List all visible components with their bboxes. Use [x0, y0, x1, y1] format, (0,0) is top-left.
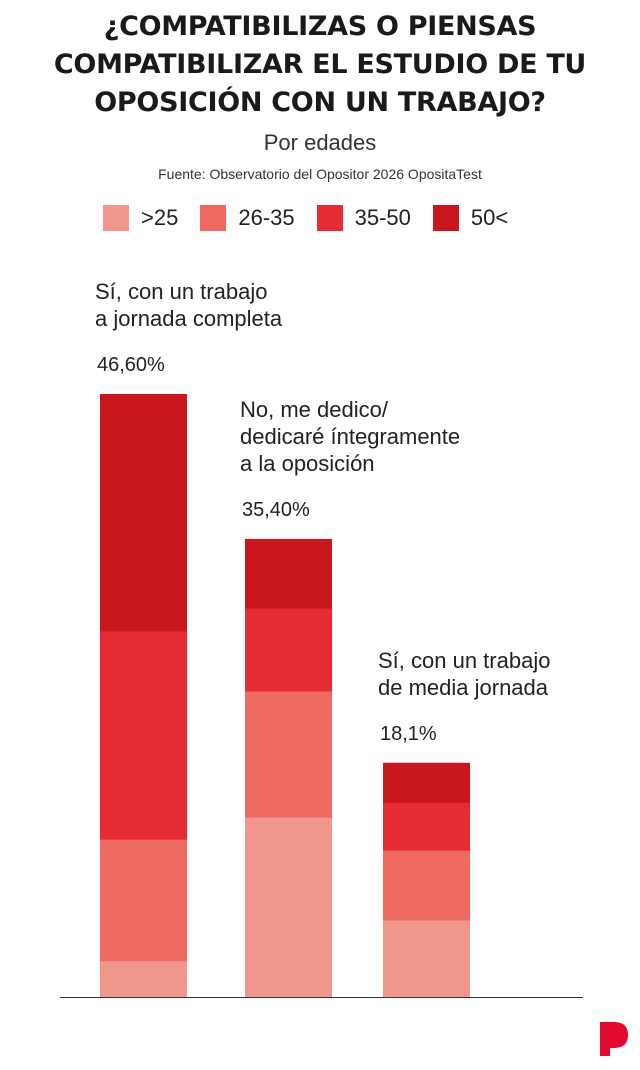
bar-segment: [100, 393, 187, 632]
legend-swatch: [316, 205, 343, 231]
legend-label: 50<: [470, 205, 509, 230]
legend-item: >25: [103, 205, 178, 231]
bar-segment: [100, 960, 187, 998]
chart-title: ¿COMPATIBILIZAS O PIENSAS COMPATIBILIZAR…: [0, 8, 640, 122]
legend-swatch: [103, 205, 129, 231]
bar-segment: [383, 850, 470, 921]
legend-label: 26-35: [238, 205, 295, 230]
category-label: de media jornada: [378, 675, 549, 700]
legend-label: >25: [141, 205, 179, 230]
bar-segment: [245, 690, 332, 818]
bar-segment: [100, 839, 187, 962]
legend: >25 26-35 35-50 50<: [103, 205, 530, 231]
bar-segment: [100, 630, 187, 840]
category-label: Sí, con un trabajo: [95, 279, 267, 304]
category-label: a la oposición: [240, 451, 375, 476]
category-label: dedicaré íntegramente: [240, 424, 460, 449]
bar-segment: [383, 802, 470, 851]
chart-subtitle: Por edades: [263, 130, 377, 155]
value-label: 35,40%: [242, 499, 310, 521]
bar-segment: [383, 920, 470, 998]
category-label: Sí, con un trabajo: [378, 648, 550, 673]
legend-item: 35-50: [316, 205, 411, 231]
title-line: OPOSICIÓN CON UN TRABAJO?: [94, 87, 546, 118]
bar-segment: [245, 608, 332, 692]
value-label: 46,60%: [97, 354, 165, 376]
legend-swatch: [200, 205, 227, 231]
category-label: No, me dedico/: [240, 397, 389, 422]
legend-item: 50<: [432, 205, 509, 231]
source-note: Fuente: Observatorio del Opositor 2026 O…: [158, 166, 482, 182]
category-label: a jornada completa: [95, 306, 283, 331]
title-line: ¿COMPATIBILIZAS O PIENSAS: [103, 11, 537, 42]
bar-segment: [245, 817, 332, 998]
logo-icon: [600, 1022, 628, 1056]
bar-segment: [383, 762, 470, 803]
bar-segment: [245, 538, 332, 609]
legend-item: 26-35: [200, 205, 295, 231]
legend-label: 35-50: [354, 205, 411, 230]
value-label: 18,1%: [380, 723, 437, 745]
title-line: COMPATIBILIZAR EL ESTUDIO DE TU: [53, 49, 587, 80]
legend-swatch: [432, 205, 459, 231]
